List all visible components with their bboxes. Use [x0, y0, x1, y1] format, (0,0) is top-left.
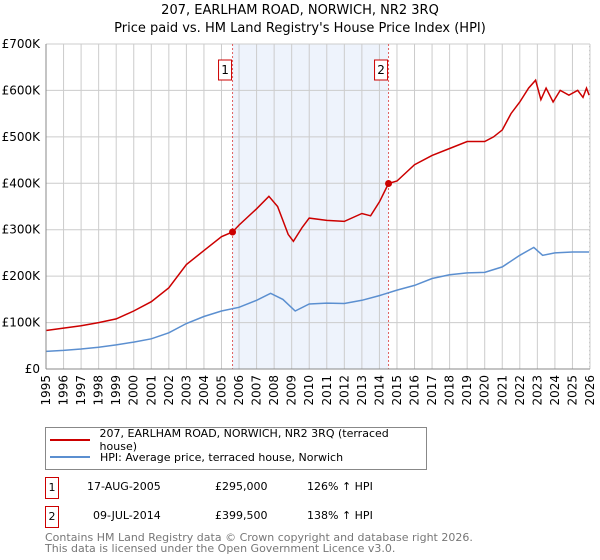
x-tick-label: 1996 [57, 375, 71, 406]
x-tick-label: 2012 [337, 375, 351, 406]
y-tick-label: £200K [2, 269, 42, 283]
y-tick-label: £500K [2, 130, 42, 144]
hpi-line [45, 246, 590, 353]
y-tick-label: £0 [25, 362, 40, 376]
x-tick-label: 2017 [425, 375, 439, 406]
transaction-hpi: 126% ↑ HPI [307, 480, 373, 493]
marker-label-box [218, 59, 233, 81]
y-tick-label: £700K [2, 37, 42, 51]
sale-point [385, 180, 393, 188]
transaction-row: 2 09-JUL-2014 £399,500 138% ↑ HPI [45, 506, 445, 528]
x-tick-label: 2000 [127, 375, 141, 406]
chart-title: 207, EARLHAM ROAD, NORWICH, NR2 3RQ [161, 3, 439, 18]
x-tick-label: 1998 [92, 375, 106, 406]
red-line-swatch [50, 439, 90, 441]
marker-badge: 1 [45, 477, 59, 499]
x-tick-label: 2018 [443, 375, 457, 406]
transaction-date: 09-JUL-2014 [93, 509, 161, 522]
x-tick-label: 2010 [302, 375, 316, 406]
y-tick-label: £300K [2, 223, 42, 237]
transaction-price: £399,500 [215, 509, 268, 522]
legend: 207, EARLHAM ROAD, NORWICH, NR2 3RQ (ter… [45, 427, 427, 470]
legend-label: 207, EARLHAM ROAD, NORWICH, NR2 3RQ (ter… [99, 427, 389, 453]
blue-line-swatch [50, 456, 90, 458]
x-tick-label: 1999 [109, 375, 123, 406]
sale-point [229, 228, 237, 236]
marker-label: 2 [377, 63, 385, 77]
x-tick-label: 2013 [355, 375, 369, 406]
x-tick-label: 2015 [390, 375, 404, 406]
x-tick-label: 1997 [74, 375, 88, 406]
x-tick-label: 2009 [285, 375, 299, 406]
x-tick-label: 2016 [408, 375, 422, 406]
transaction-date: 17-AUG-2005 [87, 480, 161, 493]
marker-label-box [374, 59, 389, 81]
marker-badge: 2 [45, 506, 59, 528]
x-tick-label: 2019 [460, 375, 474, 406]
x-tick-label: 1995 [39, 375, 53, 406]
footer-copyright: Contains HM Land Registry data © Crown c… [45, 531, 473, 544]
legend-label: HPI: Average price, terraced house, Norw… [100, 450, 344, 464]
y-tick-label: £100K [2, 316, 42, 330]
legend-item-property: 207, EARLHAM ROAD, NORWICH, NR2 3RQ (ter… [50, 427, 426, 453]
x-tick-label: 2002 [162, 375, 176, 406]
x-tick-label: 2026 [583, 375, 597, 406]
x-tick-label: 2004 [197, 375, 211, 406]
transaction-hpi: 138% ↑ HPI [307, 509, 373, 522]
x-tick-label: 2006 [232, 375, 246, 406]
transaction-price: £295,000 [215, 480, 268, 493]
price-chart: 1995 1996 1997 1998 1999 2000 2001 2002 2003 2004… [2, 37, 597, 406]
x-tick-label: 2011 [320, 375, 334, 406]
x-tick-label: 2003 [179, 375, 193, 406]
x-tick-label: 2020 [478, 375, 492, 406]
property-price-line [45, 78, 590, 332]
x-tick-label: 2024 [548, 375, 562, 406]
x-tick-label: 2025 [565, 375, 579, 406]
marker-label: 1 [221, 63, 229, 77]
legend-item-hpi: HPI: Average price, terraced house, Norw… [50, 449, 343, 465]
x-tick-label: 2007 [250, 375, 264, 406]
chart-subtitle: Price paid vs. HM Land Registry's House … [114, 21, 486, 36]
ownership-period-shade [232, 44, 389, 369]
y-tick-label: £400K [2, 176, 42, 190]
forecast-hatch [589, 44, 590, 369]
x-tick-label: 2014 [372, 375, 386, 406]
x-tick-label: 2005 [214, 375, 228, 406]
footer-licence: This data is licensed under the Open Gov… [45, 542, 396, 555]
x-tick-label: 2021 [495, 375, 509, 406]
x-tick-label: 2023 [530, 375, 544, 406]
x-tick-label: 2022 [513, 375, 527, 406]
transaction-row: 1 17-AUG-2005 £295,000 126% ↑ HPI [45, 477, 445, 499]
x-tick-label: 2001 [144, 375, 158, 406]
x-tick-label: 2008 [267, 375, 281, 406]
y-tick-label: £600K [2, 83, 42, 97]
